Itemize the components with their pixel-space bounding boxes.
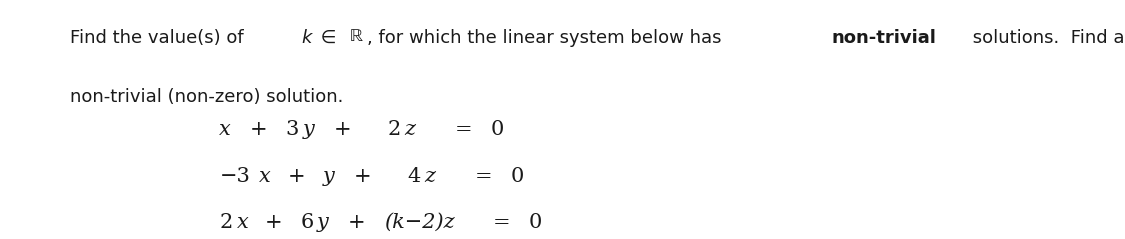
Text: (k−2)z: (k−2)z bbox=[384, 213, 455, 232]
Text: 0: 0 bbox=[511, 168, 524, 186]
Text: +: + bbox=[353, 168, 371, 186]
Text: y: y bbox=[317, 213, 328, 232]
Text: =: = bbox=[455, 120, 472, 139]
Text: z: z bbox=[424, 168, 435, 186]
Text: x: x bbox=[236, 213, 249, 232]
Text: non-trivial (non-zero) solution.: non-trivial (non-zero) solution. bbox=[70, 88, 343, 106]
Text: 0: 0 bbox=[529, 213, 542, 232]
Text: Find the value(s) of: Find the value(s) of bbox=[70, 29, 249, 47]
Text: 2: 2 bbox=[219, 213, 233, 232]
Text: 3: 3 bbox=[286, 120, 299, 139]
Text: z: z bbox=[404, 120, 415, 139]
Text: 6: 6 bbox=[300, 213, 314, 232]
Text: +: + bbox=[264, 213, 282, 232]
Text: k: k bbox=[302, 29, 312, 47]
Text: y: y bbox=[303, 120, 315, 139]
Text: −3: −3 bbox=[219, 168, 250, 186]
Text: 0: 0 bbox=[490, 120, 504, 139]
Text: x: x bbox=[259, 168, 271, 186]
Text: 4: 4 bbox=[407, 168, 421, 186]
Text: x: x bbox=[219, 120, 231, 139]
Text: non-trivial: non-trivial bbox=[831, 29, 937, 47]
Text: +: + bbox=[287, 168, 305, 186]
Text: ∈: ∈ bbox=[315, 29, 342, 47]
Text: solutions.  Find also this: solutions. Find also this bbox=[968, 29, 1125, 47]
Text: y: y bbox=[323, 168, 334, 186]
Text: +: + bbox=[348, 213, 366, 232]
Text: +: + bbox=[334, 120, 351, 139]
Text: ℝ: ℝ bbox=[350, 29, 363, 45]
Text: +: + bbox=[250, 120, 268, 139]
Text: =: = bbox=[475, 168, 493, 186]
Text: 2: 2 bbox=[387, 120, 400, 139]
Text: =: = bbox=[493, 213, 511, 232]
Text: , for which the linear system below has: , for which the linear system below has bbox=[367, 29, 727, 47]
